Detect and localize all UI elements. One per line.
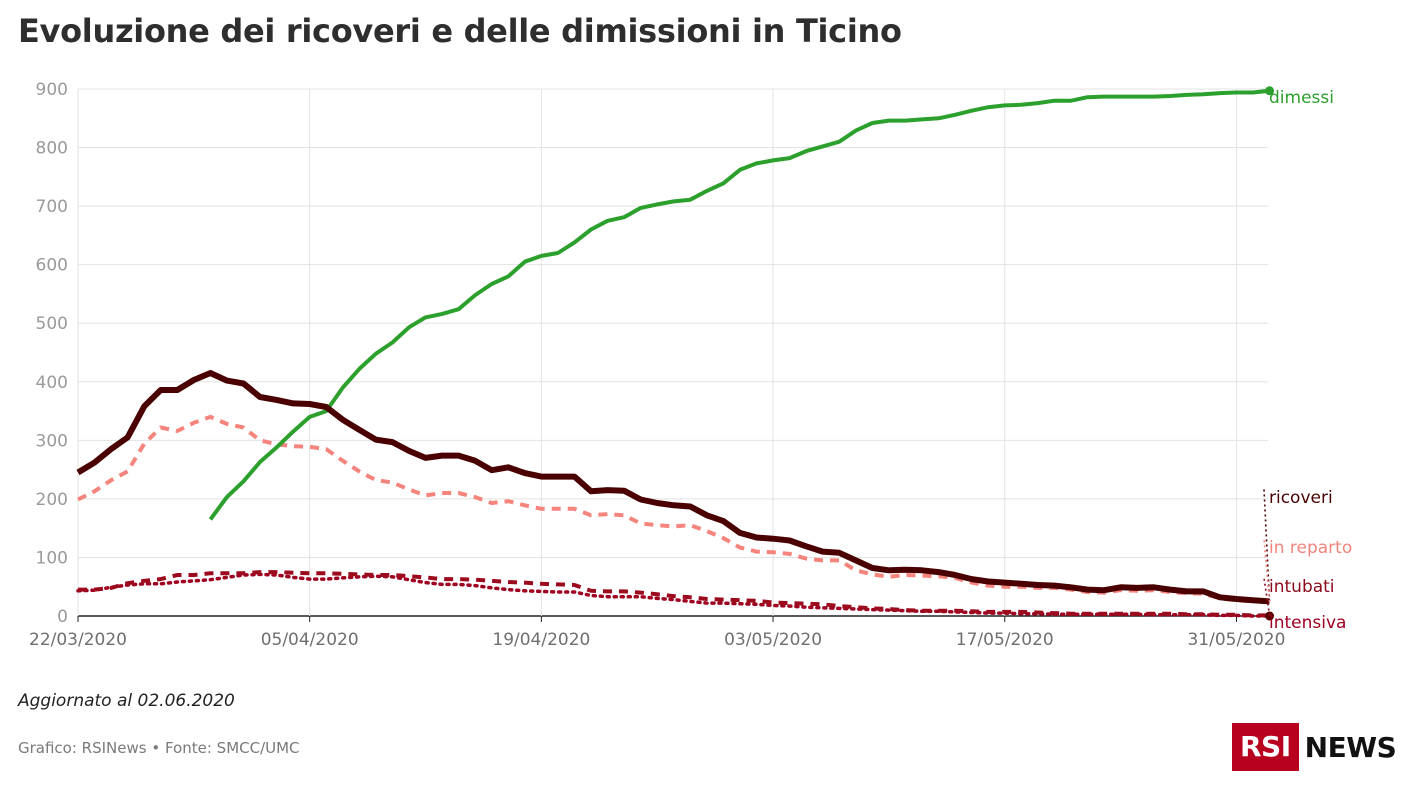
y-tick-label: 800 — [36, 139, 68, 159]
series-label-intensiva: intensiva — [1269, 613, 1346, 633]
x-tick-label: 05/04/2020 — [261, 630, 359, 650]
series-lines — [76, 86, 1275, 621]
rsi-news-logo: RSI NEWS — [1232, 723, 1397, 771]
y-tick-label: 200 — [36, 490, 68, 510]
series-label-in-reparto: in reparto — [1269, 538, 1352, 558]
chart-title: Evoluzione dei ricoveri e delle dimissio… — [18, 12, 902, 50]
source-credit: Grafico: RSINews • Fonte: SMCC/UMC — [18, 739, 300, 757]
y-axis-ticks: 0 100 200 300 400 500 600 700 800 900 — [36, 80, 68, 627]
grid — [77, 88, 1268, 622]
series-label-intubati: intubati — [1269, 577, 1335, 597]
x-tick-label: 19/04/2020 — [492, 630, 590, 650]
y-tick-label: 400 — [36, 373, 68, 393]
label-leader-line — [1263, 577, 1271, 616]
y-tick-label: 0 — [57, 607, 68, 627]
rsi-logo-box: RSI — [1232, 723, 1299, 771]
updated-note: Aggiornato al 02.06.2020 — [18, 691, 235, 711]
series-line-ricoveri — [76, 370, 1270, 605]
y-tick-label: 500 — [36, 314, 68, 334]
series-labels: dimessi ricoveri in reparto intubati intensi… — [1263, 88, 1352, 633]
x-tick-label: 03/05/2020 — [724, 630, 822, 650]
series-label-dimessi: dimessi — [1269, 88, 1334, 108]
x-tick-label: 17/05/2020 — [956, 630, 1054, 650]
series-line-intubati — [78, 570, 1270, 618]
y-tick-label: 900 — [36, 80, 68, 100]
series-line-dimessi — [208, 88, 1270, 521]
label-leader-line — [1263, 538, 1271, 603]
y-tick-label: 100 — [36, 548, 68, 568]
endpoint-marker-intensiva — [1265, 611, 1275, 621]
endpoint-marker-dimessi — [1265, 86, 1275, 96]
y-tick-label: 600 — [36, 256, 68, 276]
y-tick-label: 300 — [36, 431, 68, 451]
x-axis-ticks: 22/03/2020 05/04/2020 19/04/2020 03/05/2020… — [29, 630, 1285, 650]
x-tick-label: 22/03/2020 — [29, 630, 127, 650]
line-chart: 0 100 200 300 400 500 600 700 800 900 22/03/2020 0… — [29, 80, 1352, 650]
series-label-ricoveri: ricoveri — [1269, 488, 1333, 508]
x-tick-label: 31/05/2020 — [1187, 630, 1285, 650]
y-tick-label: 700 — [36, 197, 68, 217]
news-logo-text: NEWS — [1304, 730, 1397, 764]
label-leader-line — [1263, 488, 1271, 602]
